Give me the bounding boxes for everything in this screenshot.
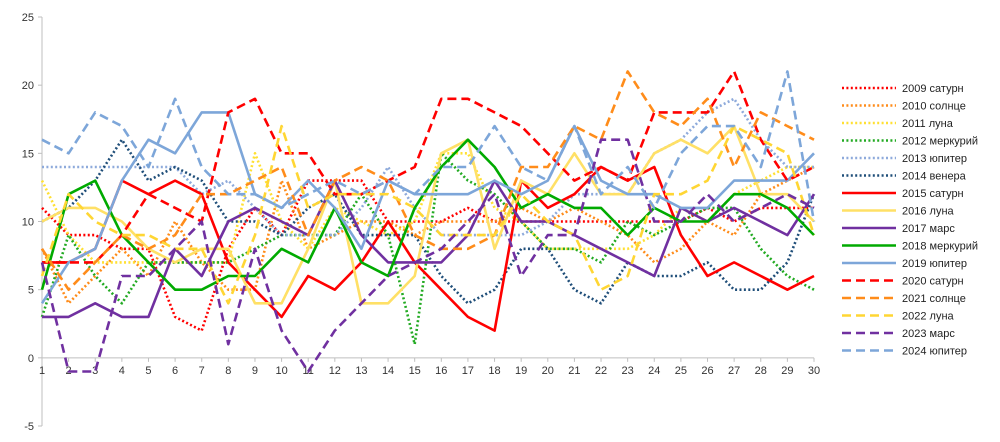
x-tick-label: 24 — [648, 365, 660, 377]
x-tick-label: 28 — [755, 365, 767, 377]
x-tick-label: 17 — [462, 365, 474, 377]
legend-label: 2020 сатурн — [902, 276, 964, 288]
legend-label: 2024 юпитер — [902, 346, 967, 358]
series-line-2 — [40, 165, 815, 305]
x-tick-label: 29 — [781, 365, 793, 377]
x-tick-label: 19 — [515, 365, 527, 377]
legend: 2009 сатурн 2010 солнце 2011 луна 2012 мерк… — [842, 83, 978, 358]
x-tick-label: 16 — [435, 365, 447, 377]
x-tick-label: 27 — [728, 365, 740, 377]
x-tick-label: 14 — [382, 365, 394, 377]
x-tick-label: 18 — [488, 365, 500, 377]
x-tick-label: 23 — [622, 365, 634, 377]
legend-label: 2011 луна — [902, 118, 954, 130]
series-line-15 — [40, 138, 815, 373]
x-tick-label: 9 — [252, 365, 258, 377]
series-line-13 — [40, 70, 815, 292]
legend-label: 2015 сатурн — [902, 188, 964, 200]
y-tick-label: 15 — [22, 148, 34, 160]
x-tick-label: 25 — [675, 365, 687, 377]
y-tick-label: 20 — [22, 80, 34, 92]
series-line-10 — [40, 138, 815, 292]
x-tick-label: 13 — [355, 365, 367, 377]
y-tick-label: 10 — [22, 217, 34, 229]
x-tick-label: 26 — [701, 365, 713, 377]
x-tick-label: 1 — [39, 365, 45, 377]
x-tick-label: 7 — [199, 365, 205, 377]
legend-label: 2023 марс — [902, 328, 955, 340]
x-tick-label: 15 — [409, 365, 421, 377]
x-tick-label: 5 — [145, 365, 151, 377]
legend-label: 2013 юпитер — [902, 153, 967, 165]
x-tick-label: 3 — [92, 365, 98, 377]
legend-label: 2019 юпитер — [902, 258, 967, 270]
x-tick-label: 21 — [568, 365, 580, 377]
legend-label: 2018 меркурий — [902, 241, 978, 253]
x-tick-label: 6 — [172, 365, 178, 377]
y-tick-label: 25 — [22, 12, 34, 24]
x-tick-label: 10 — [275, 365, 287, 377]
series-line-9 — [42, 179, 816, 319]
legend-label: 2012 меркурий — [902, 136, 978, 148]
legend-label: 2010 солнце — [902, 101, 966, 113]
series-line-16 — [41, 70, 816, 222]
legend-label: 2017 марс — [902, 223, 955, 235]
legend-label: 2016 луна — [902, 206, 955, 218]
legend-label: 2014 венера — [902, 171, 967, 183]
x-tick-label: 20 — [542, 365, 554, 377]
plot-area — [40, 70, 816, 373]
x-tick-label: 12 — [329, 365, 341, 377]
x-tick-label: 22 — [595, 365, 607, 377]
series-line-14 — [40, 124, 816, 305]
y-tick-label: 5 — [28, 285, 34, 297]
legend-label: 2009 сатурн — [902, 83, 964, 95]
legend-label: 2021 солнце — [902, 293, 966, 305]
y-tick-label: 0 — [28, 353, 34, 365]
x-tick-label: 8 — [225, 365, 231, 377]
x-tick-label: 4 — [119, 365, 125, 377]
x-tick-label: 30 — [808, 365, 820, 377]
legend-label: 2022 луна — [902, 311, 955, 323]
series-line-11 — [40, 111, 815, 305]
series-line-7 — [42, 165, 815, 332]
y-tick-label: -5 — [24, 421, 34, 433]
